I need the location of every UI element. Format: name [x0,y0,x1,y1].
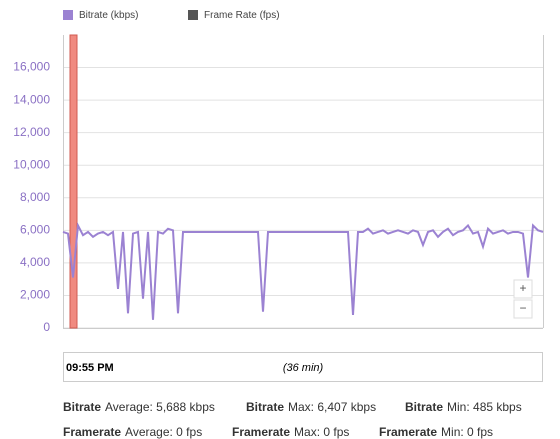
y-tick-label: 2,000 [20,288,50,302]
y-tick-label: 12,000 [13,125,50,139]
stat: Bitrate Average: 5,688 kbps [63,400,215,414]
stat: Framerate Max: 0 fps [232,425,349,439]
svg-text:+: + [519,281,526,295]
stat-label: Framerate [379,425,438,439]
y-tick-label: 16,000 [13,60,50,74]
marker-band [69,34,78,329]
stat: Bitrate Max: 6,407 kbps [246,400,376,414]
duration-label: (36 min) [283,362,324,374]
stat-label: Bitrate [405,400,444,414]
stat-value: Average: 0 fps [125,425,203,439]
stat-label: Bitrate [246,400,285,414]
time-label: 09:55 PM [66,362,114,374]
y-tick-label: 10,000 [13,157,50,171]
stat-value: Min: 0 fps [441,425,494,439]
stat-label: Framerate [232,425,291,439]
stat-value: Min: 485 kbps [447,400,522,414]
svg-text:−: − [519,301,526,315]
legend-label: Bitrate (kbps) [79,10,138,21]
data-line [62,221,544,320]
legend-swatch [188,10,198,20]
stat-value: Max: 6,407 kbps [288,400,377,414]
stat-value: Max: 0 fps [294,425,350,439]
stat: Framerate Min: 0 fps [379,425,493,439]
stat-value: Average: 5,688 kbps [105,400,215,414]
time-box [63,352,543,382]
stat-label: Bitrate [63,400,102,414]
legend-swatch [63,10,73,20]
stat: Bitrate Min: 485 kbps [405,400,522,414]
stat-label: Framerate [63,425,122,439]
zoom-in[interactable]: + [513,279,533,299]
y-tick-label: 14,000 [13,92,50,106]
y-tick-label: 6,000 [20,223,50,237]
legend-label: Frame Rate (fps) [204,10,280,21]
y-tick-label: 8,000 [20,190,50,204]
y-tick-label: 4,000 [20,255,50,269]
stat: Framerate Average: 0 fps [63,425,202,439]
y-tick-label: 0 [43,320,50,334]
zoom-out[interactable]: − [513,299,533,319]
